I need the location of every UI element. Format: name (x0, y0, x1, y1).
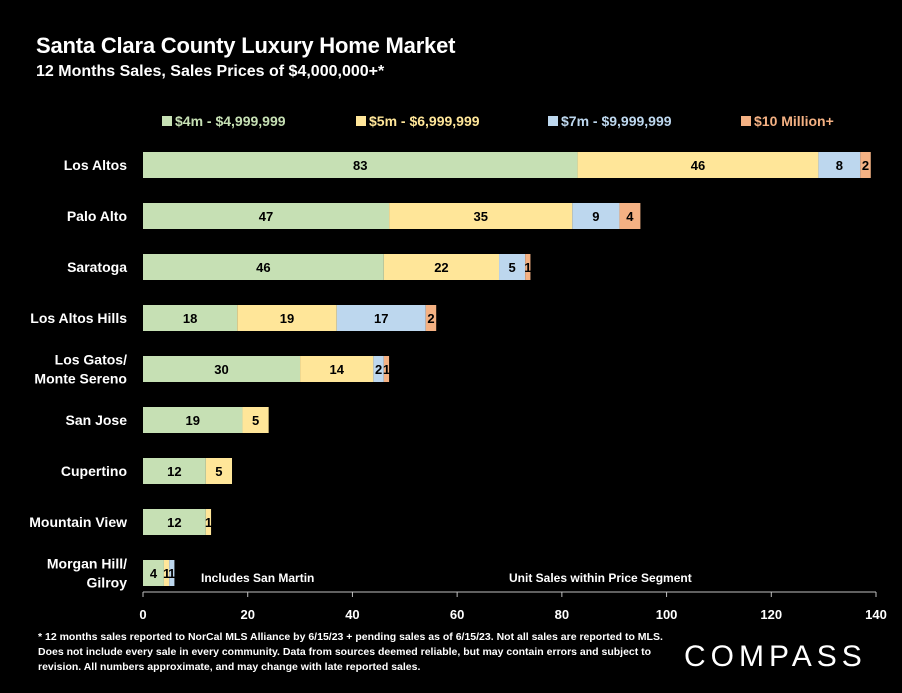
bar-label-2-2: 5 (509, 260, 516, 275)
bar-2-0 (143, 254, 384, 280)
bar-label-8-0: 4 (150, 566, 158, 581)
stacked-bar-chart: $4m - $4,999,999 $5m - $6,999,999 $7m - $9… (29, 113, 887, 622)
legend-label-0: $4m - $4,999,999 (175, 113, 286, 129)
bar-label-4-3: 1 (383, 362, 390, 377)
bar-6-0 (143, 458, 206, 484)
bar-label-2-3: 1 (524, 260, 531, 275)
bar-label-3-2: 17 (374, 311, 388, 326)
bar-7-0 (143, 509, 206, 535)
bar-label-6-1: 5 (215, 464, 222, 479)
x-tick-label-2: 40 (345, 607, 359, 622)
bar-label-2-1: 22 (434, 260, 448, 275)
legend-swatch-3 (741, 116, 751, 126)
x-tick-label-0: 0 (139, 607, 146, 622)
bar-label-8-2: 1 (168, 566, 175, 581)
category-label-8-1: Gilroy (87, 575, 128, 591)
legend-swatch-1 (356, 116, 366, 126)
bar-1-1 (389, 203, 573, 229)
bar-label-1-0: 47 (259, 209, 273, 224)
bar-label-3-3: 2 (427, 311, 434, 326)
bar-0-2 (818, 152, 861, 178)
bar-label-1-3: 4 (626, 209, 634, 224)
bar-5-1 (242, 407, 269, 433)
bar-5-0 (143, 407, 243, 433)
bar-label-0-2: 8 (836, 158, 843, 173)
legend-label-1: $5m - $6,999,999 (369, 113, 480, 129)
bar-2-2 (499, 254, 526, 280)
category-label-7-0: Mountain View (29, 514, 127, 530)
bar-0-0 (143, 152, 578, 178)
bar-4-0 (143, 356, 301, 382)
bar-4-2 (373, 356, 384, 382)
bar-7-1 (205, 509, 212, 535)
category-label-8-0: Morgan Hill/ (47, 556, 127, 572)
bar-label-4-2: 2 (375, 362, 382, 377)
bar-label-0-1: 46 (691, 158, 705, 173)
bar-label-1-2: 9 (592, 209, 599, 224)
chart-subtitle: 12 Months Sales, Sales Prices of $4,000,… (36, 63, 385, 80)
category-label-6-0: Cupertino (61, 463, 127, 479)
bar-4-1 (300, 356, 374, 382)
bar-1-2 (572, 203, 620, 229)
bar-label-7-1: 1 (205, 515, 212, 530)
category-label-3-0: Los Altos Hills (30, 310, 127, 326)
bar-3-2 (336, 305, 426, 331)
category-label-2-0: Saratoga (67, 259, 127, 275)
bar-1-3 (619, 203, 641, 229)
x-tick-label-3: 60 (450, 607, 464, 622)
category-label-1-0: Palo Alto (67, 208, 127, 224)
bar-label-5-0: 19 (186, 413, 200, 428)
bar-label-4-0: 30 (214, 362, 228, 377)
category-label-4-0: Los Gatos/ (55, 352, 127, 368)
bar-label-0-3: 2 (862, 158, 869, 173)
bar-2-1 (383, 254, 500, 280)
bar-6-1 (205, 458, 233, 484)
compass-logo: COMPASS (684, 640, 867, 673)
bar-label-4-1: 14 (329, 362, 344, 377)
legend-swatch-2 (548, 116, 558, 126)
bar-label-0-0: 83 (353, 158, 367, 173)
chart-title: Santa Clara County Luxury Home Market (36, 33, 456, 58)
bar-8-2 (169, 560, 175, 586)
bar-label-3-0: 18 (183, 311, 197, 326)
category-label-0-0: Los Altos (64, 157, 127, 173)
bar-1-0 (143, 203, 390, 229)
x-tick-label-1: 20 (240, 607, 254, 622)
bar-3-1 (237, 305, 337, 331)
x-tick-label-4: 80 (555, 607, 569, 622)
bar-3-3 (425, 305, 437, 331)
bar-8-1 (163, 560, 170, 586)
bar-4-3 (383, 356, 390, 382)
bar-3-0 (143, 305, 238, 331)
bar-2-3 (525, 254, 531, 280)
bar-label-6-0: 12 (167, 464, 181, 479)
bar-0-1 (577, 152, 819, 178)
bar-8-0 (143, 560, 164, 586)
bar-label-5-1: 5 (252, 413, 259, 428)
x-tick-label-6: 120 (760, 607, 782, 622)
annotation-unit-sales: Unit Sales within Price Segment (509, 571, 692, 585)
x-tick-label-7: 140 (865, 607, 887, 622)
x-tick-label-5: 100 (656, 607, 678, 622)
bar-0-3 (860, 152, 871, 178)
bar-label-2-0: 46 (256, 260, 270, 275)
bar-label-1-1: 35 (473, 209, 487, 224)
bar-label-8-1: 1 (163, 566, 170, 581)
legend-label-2: $7m - $9,999,999 (561, 113, 672, 129)
bar-label-3-1: 19 (280, 311, 294, 326)
legend-label-3: $10 Million+ (754, 113, 834, 129)
category-label-5-0: San Jose (66, 412, 128, 428)
bar-label-7-0: 12 (167, 515, 181, 530)
annotation-includes-san-martin: Includes San Martin (201, 571, 314, 585)
legend-swatch-0 (162, 116, 172, 126)
footnote: * 12 months sales reported to NorCal MLS… (38, 631, 663, 673)
category-label-4-1: Monte Sereno (34, 371, 127, 387)
